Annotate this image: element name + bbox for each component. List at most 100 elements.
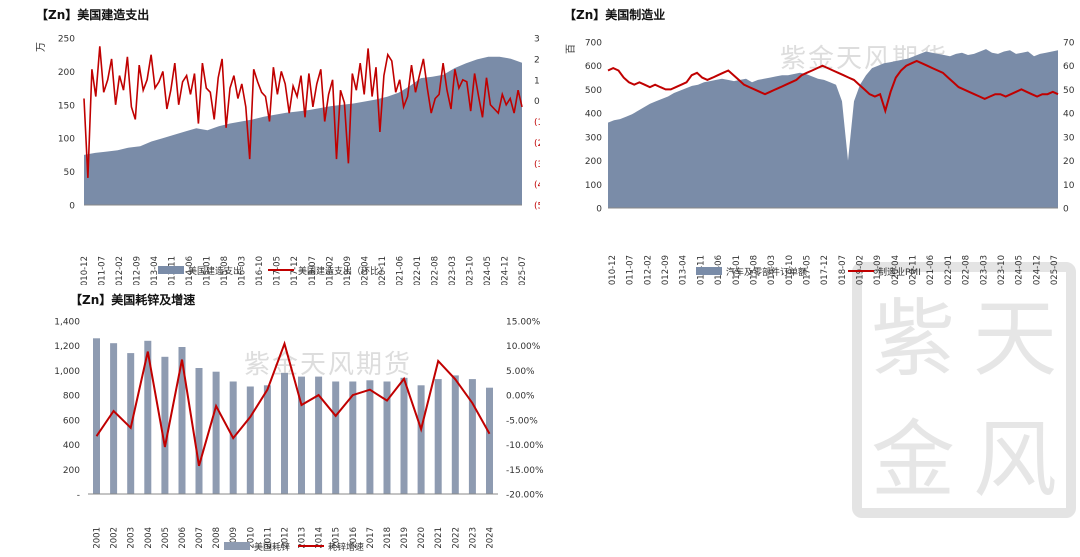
y2-tick-label: 5.00%: [506, 367, 535, 377]
x-tick-label: 2020-11: [378, 256, 388, 285]
x-tick-label: 2022-08: [430, 256, 440, 285]
x-tick-label: 2024: [485, 527, 495, 549]
y-tick-label: 200: [63, 466, 80, 476]
y-tick-label: 1,200: [54, 342, 80, 352]
seal-char-4: 风: [972, 411, 1057, 509]
legend-swatch: [696, 267, 722, 275]
y-tick-label: 0: [596, 205, 602, 215]
y2-tick-label: 60: [1063, 62, 1075, 72]
x-tick-label: 2024-05: [483, 256, 493, 285]
x-tick-label: 2017-12: [290, 256, 300, 285]
x-tick-label: 2019-09: [873, 255, 883, 285]
y-tick-label: 400: [585, 110, 602, 120]
area-series-auto-orders: [608, 49, 1058, 208]
y-tick-label: 600: [585, 62, 602, 72]
legend-label: 美国建造支出（环比）: [298, 265, 388, 277]
y-tick-label: 500: [585, 86, 602, 96]
x-tick-label: 2013: [298, 527, 308, 549]
bar-zinc-consumption: [332, 381, 340, 494]
y-tick-label: 300: [585, 133, 602, 143]
y-tick-label: 0: [69, 202, 75, 212]
x-tick-label: 2013-04: [679, 255, 689, 285]
bar-zinc-consumption: [281, 372, 288, 494]
y-tick-label: 400: [63, 441, 80, 451]
x-tick-label: 2024-12: [1032, 255, 1042, 285]
x-tick-label: 2012-02: [115, 256, 125, 285]
bar-zinc-consumption: [110, 343, 118, 494]
y2-tick-label: -15.00%: [506, 466, 544, 476]
x-tick-label: 2016-03: [238, 256, 248, 285]
bar-zinc-consumption: [400, 377, 408, 494]
x-tick-label: 2007: [195, 527, 205, 549]
x-tick-label: 2017-05: [802, 255, 812, 285]
line-series-growth: [95, 340, 491, 467]
x-tick-label: 2015-08: [749, 255, 759, 285]
seal-char-2: 天: [972, 290, 1057, 388]
y2-tick-label: 0: [1063, 205, 1069, 215]
y2-tick-label: 0: [534, 97, 540, 107]
line-series-pmi: [607, 59, 1059, 115]
x-tick-label: 2022-01: [944, 255, 954, 285]
x-tick-label: 2023: [468, 527, 478, 549]
x-tick-label: 2023-03: [979, 255, 989, 285]
bar-zinc-consumption: [212, 371, 220, 494]
chart-manufacturing: 【Zn】美国制造业 百 0 100 200 300 400 500 600 700 0 10 20 30…: [540, 0, 1080, 285]
x-tick-label: 2011: [263, 527, 273, 549]
seal-char-1: 紫: [870, 290, 955, 388]
seal-char-3: 金: [870, 411, 955, 509]
zinc-consumption-plot: - 200 400 600 800 1,000 1,200 1,400 -20.00% -15.0…: [54, 318, 544, 554]
bar-zinc-consumption: [366, 380, 374, 494]
x-tick-label: 2010-12: [80, 256, 90, 285]
y-tick-label: 100: [58, 135, 75, 145]
x-tick-label: 2016: [349, 527, 359, 549]
y2-tick-label: -20.00%: [506, 491, 544, 501]
x-tick-label: 2016-10: [785, 255, 795, 285]
x-tick-label: 2012-09: [661, 255, 671, 285]
y2-tick-label: 20: [1063, 157, 1075, 167]
bar-zinc-consumption: [263, 385, 271, 494]
bar-zinc-consumption: [161, 356, 169, 494]
x-tick-label: 2011-07: [98, 256, 108, 285]
bar-zinc-consumption: [246, 386, 254, 494]
y2-tick-label: (3): [534, 160, 540, 170]
y2-tick-label: 50: [1063, 86, 1075, 96]
legend-label: 美国建造支出: [188, 265, 242, 277]
y2-tick-label: 10: [1063, 181, 1075, 191]
x-tick-label: 2022-01: [413, 256, 423, 285]
y-tick-label: 800: [63, 392, 80, 402]
y2-tick-label: 70: [1063, 39, 1075, 49]
x-tick-label: 2012-09: [133, 256, 143, 285]
x-tick-label: 2015-01: [732, 255, 742, 285]
legend-label: 耗锌增速: [328, 541, 364, 553]
y-axis-label: 百: [565, 44, 577, 54]
chart-construction-spending: 【Zn】美国建造支出 万 0 50 100 150 200 250 (5) (4) (3) (2) (…: [0, 0, 540, 285]
y2-tick-label: 1: [534, 76, 540, 86]
x-tick-label: 2017: [366, 527, 376, 549]
x-tick-label: 2025-07: [518, 256, 528, 285]
x-tick-label: 2021: [434, 527, 444, 549]
x-tick-label: 2014: [315, 527, 325, 549]
x-tick-label: 2024-05: [1015, 255, 1025, 285]
watermark-text-bottom: 紫金天风期货: [244, 350, 413, 380]
x-tick-label: 2021-06: [395, 256, 405, 285]
y-tick-label: 200: [58, 68, 75, 78]
x-tick-label: 2002: [110, 527, 120, 549]
y2-tick-label: 0.00%: [506, 392, 535, 402]
y2-tick-label: (2): [534, 139, 540, 149]
x-tick-label: 2017-12: [820, 255, 830, 285]
x-tick-label: 2004: [144, 527, 154, 549]
x-tick-label: 2012-02: [643, 255, 653, 285]
y-tick-label: 600: [63, 416, 80, 426]
y-tick-label: 150: [58, 101, 75, 111]
bar-zinc-consumption: [383, 381, 391, 494]
y-tick-label: 50: [64, 168, 76, 178]
x-tick-label: 2014-06: [185, 256, 195, 285]
x-tick-label: 2024-12: [500, 256, 510, 285]
y2-tick-label: -5.00%: [506, 416, 538, 426]
y2-tick-label: (4): [534, 181, 540, 191]
x-tick-label: 2023-10: [465, 256, 475, 285]
construction-spending-plot: 万 0 50 100 150 200 250 (5) (4) (3) (2) (1) 0 1 2 3 2010-…: [36, 35, 540, 286]
y2-tick-label: (5): [534, 202, 540, 212]
y-axis-label: 万: [36, 42, 47, 52]
x-tick-label: 2019-09: [343, 256, 353, 285]
